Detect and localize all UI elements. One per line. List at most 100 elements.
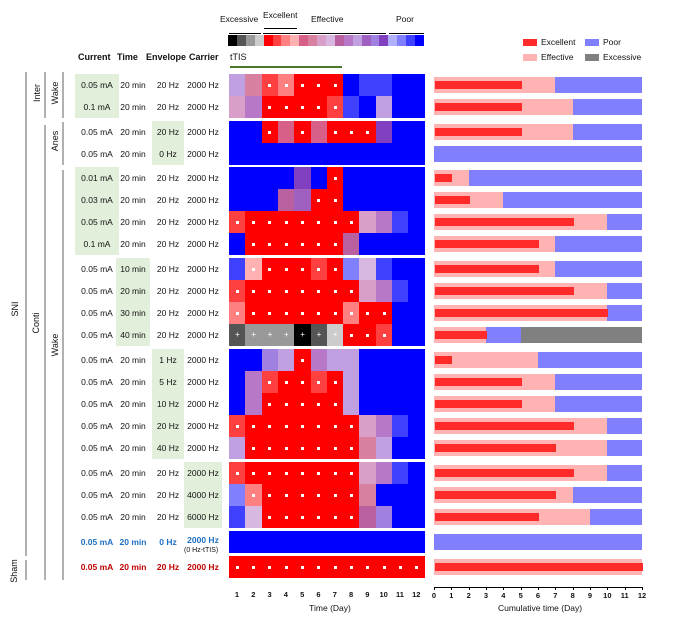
heatmap-cell xyxy=(294,143,311,165)
heatmap-cell xyxy=(229,415,246,437)
heatmap-cell xyxy=(359,167,377,189)
heatmap-cell xyxy=(294,437,311,459)
legend-swatch-poor xyxy=(585,39,599,46)
cell-envelope: 20 Hz xyxy=(156,308,180,318)
heatmap-cell xyxy=(408,167,426,189)
heatmap-cell xyxy=(343,484,360,506)
bar-poor xyxy=(538,352,642,368)
cell-current: 0.05 mA xyxy=(81,149,113,159)
bar-poor xyxy=(572,487,642,503)
cell-time: 20 min xyxy=(120,239,146,249)
heatmap-cell xyxy=(359,74,377,96)
legend-label-effective: Effective xyxy=(541,52,574,62)
bar-poor xyxy=(607,418,642,434)
excellent-marker xyxy=(268,242,272,246)
heatmap-cell xyxy=(277,531,295,553)
excellent-marker xyxy=(252,242,256,246)
heatmap-cell xyxy=(229,121,246,143)
excellent-marker xyxy=(252,220,256,224)
excellent-marker xyxy=(333,105,337,109)
heatmap-cell xyxy=(277,462,295,484)
group-label-anes: Anes xyxy=(50,130,60,152)
excellent-marker xyxy=(284,105,288,109)
heatmap-cell xyxy=(359,371,377,393)
heatmap-cell xyxy=(229,189,246,211)
sni-bracket xyxy=(25,72,27,556)
bar-excellent xyxy=(435,309,609,317)
cell-time: 20 min xyxy=(120,421,146,431)
bar-excellent xyxy=(435,174,453,182)
heatmap-cell xyxy=(375,462,393,484)
cell-time: 20 min xyxy=(120,80,146,90)
heatmap-cell xyxy=(408,349,426,371)
heatmap-cell xyxy=(277,371,295,393)
heatmap-cell xyxy=(408,280,426,302)
cell-current: 0.05 mA xyxy=(81,264,113,274)
heatmap-cell xyxy=(229,531,246,553)
excellent-marker xyxy=(317,198,321,202)
heatmap-cell xyxy=(375,280,393,302)
heatmap-cell xyxy=(392,556,409,578)
excellent-marker xyxy=(268,402,272,406)
heatmap-cell xyxy=(277,506,295,528)
heatmap-x-tick: 12 xyxy=(412,590,421,599)
bar-poor xyxy=(555,374,642,390)
heatmap-cell xyxy=(375,506,393,528)
highlight-envelope xyxy=(152,121,184,165)
excellent-marker xyxy=(284,471,288,475)
heatmap-cell xyxy=(261,189,279,211)
excellent-marker xyxy=(268,130,272,134)
heatmap-x-tick: 9 xyxy=(365,590,370,599)
heatmap-cell xyxy=(261,531,279,553)
excellent-marker xyxy=(333,380,337,384)
heatmap-cell xyxy=(277,349,295,371)
heatmap-cell xyxy=(277,167,295,189)
heatmap-cell xyxy=(310,302,328,324)
excellent-marker xyxy=(366,565,370,569)
heatmap-cell xyxy=(245,167,263,189)
poor-bracket xyxy=(389,33,424,34)
heatmap-cell xyxy=(310,280,328,302)
heatmap-cell xyxy=(408,484,426,506)
cell-envelope: 20 Hz xyxy=(156,173,180,183)
heatmap-cell xyxy=(375,143,393,165)
heatmap-cell xyxy=(392,211,409,233)
heatmap-cell xyxy=(408,121,426,143)
heatmap-cell xyxy=(343,556,360,578)
excellent-marker xyxy=(252,471,256,475)
group-label-inter: Inter xyxy=(32,84,42,103)
cell-envelope: 40 Hz xyxy=(156,443,180,453)
heatmap-x-label: Time (Day) xyxy=(309,603,351,613)
heatmap-cell xyxy=(408,462,426,484)
heatmap-cell xyxy=(277,143,295,165)
heatmap-cell xyxy=(375,302,393,324)
sham-bracket xyxy=(25,560,27,580)
bar-excellent xyxy=(435,400,522,408)
excellent-marker xyxy=(252,493,256,497)
heatmap-cell xyxy=(326,484,344,506)
legend-swatch-effective xyxy=(523,54,537,61)
cell-time: 20 min xyxy=(120,195,146,205)
heatmap-cell xyxy=(245,415,263,437)
excellent-marker xyxy=(382,333,386,337)
bar-x-tick: 6 xyxy=(535,591,541,600)
excellent-marker xyxy=(317,83,321,87)
excellent-marker xyxy=(349,515,353,519)
heatmap-cell xyxy=(294,211,311,233)
heatmap-cell: + xyxy=(245,324,263,346)
heatmap-cell xyxy=(310,506,328,528)
heatmap-cell xyxy=(294,484,311,506)
cell-current: 0.05 mA xyxy=(81,512,113,522)
anes-bracket xyxy=(62,122,64,165)
bar-poor xyxy=(555,77,642,93)
excellent-marker xyxy=(349,333,353,337)
excellent-marker xyxy=(333,493,337,497)
excellent-marker xyxy=(284,83,288,87)
cell-current: 0.05 mA xyxy=(80,537,114,547)
heatmap-cell xyxy=(229,233,246,255)
heatmap-cell xyxy=(359,349,377,371)
excellent-marker xyxy=(333,424,337,428)
heatmap-cell xyxy=(375,121,393,143)
excellent-marker xyxy=(301,493,305,497)
scale-swatch xyxy=(254,35,264,46)
